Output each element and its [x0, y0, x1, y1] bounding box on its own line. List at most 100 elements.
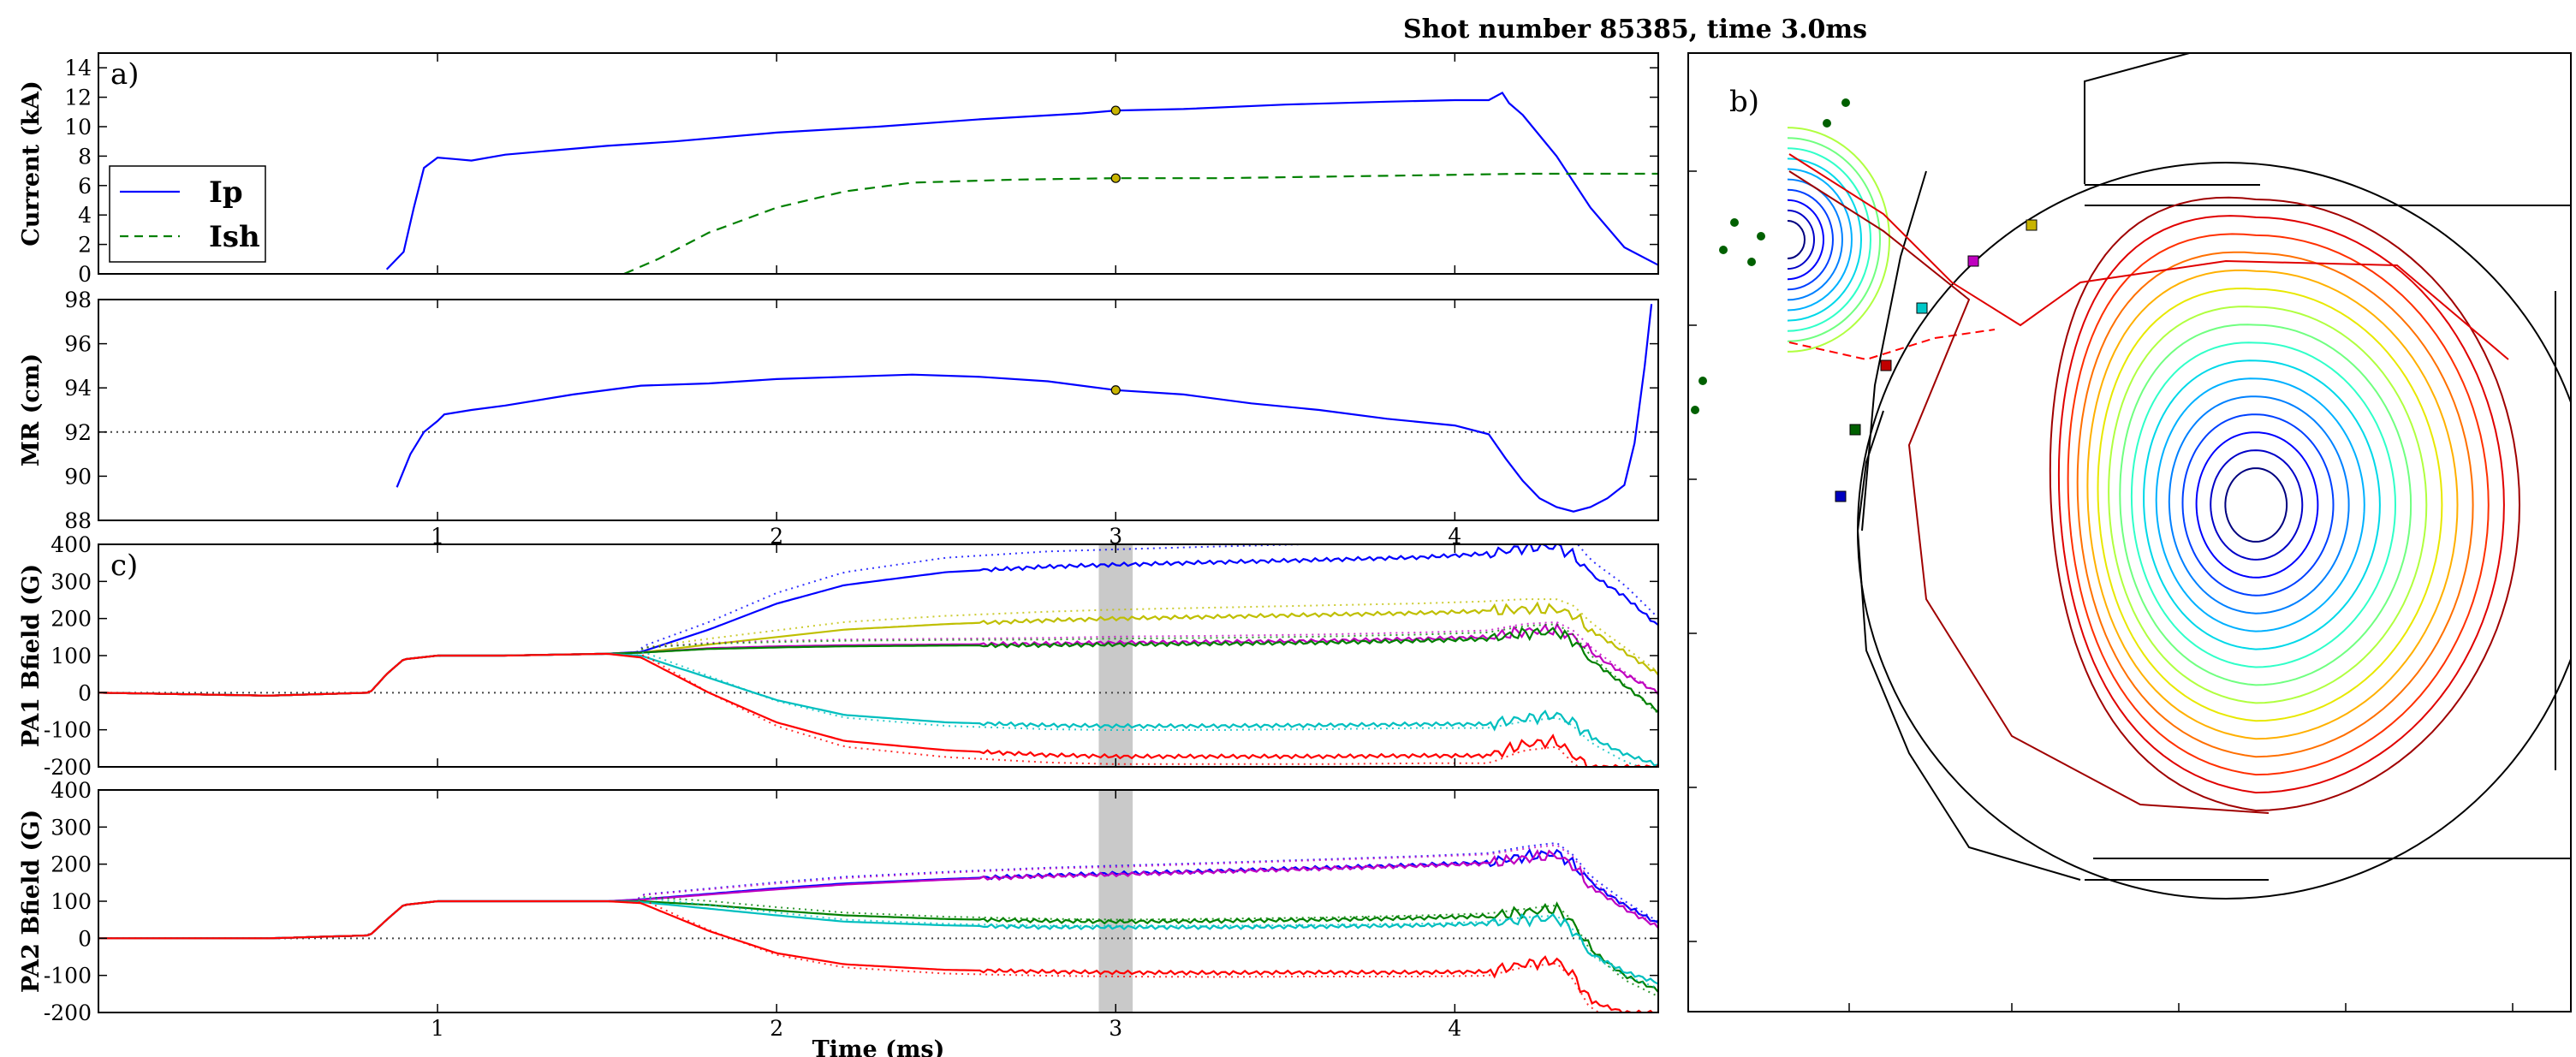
figure-title: Shot number 85385, time 3.0ms	[1403, 15, 1867, 45]
flux-contour	[1787, 127, 1890, 353]
flux-contour	[2119, 324, 2412, 686]
separatrix-dashed	[1788, 329, 1996, 361]
flux-contour	[2049, 196, 2521, 812]
x-tick-label: 2	[770, 1016, 783, 1041]
series-line-Ip	[385, 91, 1658, 270]
y-tick-label: 96	[64, 332, 92, 357]
flux-contour	[2210, 449, 2304, 561]
series-line-0	[98, 544, 1658, 697]
flux-contour	[2143, 359, 2381, 650]
y-tick-label: 200	[51, 852, 92, 877]
series-line-4	[98, 652, 1658, 767]
y-tick-label: 300	[51, 815, 92, 840]
panel-pa2: -200 -100 0 100 200 300 400 1 2 3 4 PA2 Bfield (G) T…	[18, 778, 1659, 1057]
flux-contour	[2155, 377, 2365, 632]
flux-contour	[2168, 395, 2350, 615]
y-tick-label: 92	[64, 420, 92, 445]
flux-contour	[2086, 269, 2459, 740]
time-highlight-band	[1098, 790, 1133, 1012]
model-trace-5	[98, 652, 1580, 767]
probe-marker	[2026, 219, 2038, 231]
probe-marker	[1880, 359, 1892, 371]
x-tick-label: 3	[1109, 524, 1122, 549]
coil-marker	[1823, 119, 1831, 128]
coil-marker	[1747, 258, 1756, 266]
flux-contour	[1787, 157, 1862, 322]
model-trace-4	[98, 899, 1603, 1012]
time-marker-0	[1110, 105, 1121, 116]
separatrix-leg	[1788, 153, 2509, 360]
flux-contour	[2108, 306, 2428, 704]
y-tick-label: 200	[51, 607, 92, 632]
flux-contour	[2067, 233, 2490, 776]
y-tick-label: 0	[78, 680, 92, 705]
panel-current: 0 2 4 6 8 10 12 14 Current (kA) a) Ip Ish	[18, 52, 1659, 287]
flux-contour	[2224, 467, 2288, 543]
flux-contour	[2181, 413, 2335, 597]
x-tick-label: 4	[1448, 524, 1461, 549]
y-tick-label: 400	[51, 778, 92, 803]
series-line-2	[98, 900, 1658, 993]
x-tick-label: 4	[1448, 1016, 1461, 1041]
panel-letter: c)	[110, 549, 138, 583]
coil-marker	[1841, 98, 1850, 107]
y-tick-label: -200	[44, 1001, 92, 1025]
flux-contour	[2195, 431, 2319, 579]
y-tick-label: 88	[64, 508, 92, 533]
flux-contour	[2097, 287, 2443, 722]
probe-marker	[1835, 490, 1847, 502]
model-trace-1	[98, 844, 1658, 940]
y-tick-label: 2	[78, 233, 92, 258]
x-tick-label: 2	[770, 524, 783, 549]
y-tick-label: 100	[51, 644, 92, 668]
y-tick-label: 100	[51, 889, 92, 914]
time-marker-0	[1110, 385, 1121, 395]
flux-contour	[2130, 341, 2397, 668]
flux-contour	[1787, 209, 1815, 270]
coil-marker	[1757, 232, 1765, 240]
flux-contour	[2057, 215, 2505, 794]
coil-marker	[1691, 406, 1699, 414]
model-trace-3	[98, 623, 1658, 715]
panel-letter: b)	[1729, 85, 1759, 119]
flux-contour	[1787, 220, 1806, 259]
series-line-4	[98, 900, 1658, 1012]
y-tick-label: 98	[64, 288, 92, 312]
panel-letter: a)	[110, 57, 140, 92]
flux-surface-panel: b)	[1687, 52, 2572, 1012]
wall-outline	[1861, 170, 1927, 531]
model-trace-0	[98, 544, 1658, 697]
y-axis-label: MR (cm)	[18, 353, 45, 466]
vessel-structure	[2084, 53, 2193, 184]
y-tick-label: -100	[44, 964, 92, 989]
probe-marker	[1849, 424, 1861, 436]
y-tick-label: 0	[78, 262, 92, 287]
flux-contour	[2076, 251, 2474, 758]
flux-plot-area	[1691, 53, 2571, 900]
y-axis-label: PA2 Bfield (G)	[18, 810, 45, 993]
time-highlight-band	[1098, 544, 1133, 767]
y-tick-label: 90	[64, 464, 92, 489]
separatrix-leg	[1788, 170, 2270, 814]
model-trace-2	[98, 621, 1658, 697]
time-marker-1	[1110, 173, 1121, 183]
y-tick-label: 94	[64, 376, 92, 401]
legend-label: Ip	[209, 175, 243, 210]
y-tick-label: 14	[64, 56, 92, 80]
series-line-Ish	[623, 172, 1658, 274]
y-tick-label: 0	[78, 926, 92, 951]
flux-contour	[1787, 147, 1871, 332]
flux-contour	[1787, 168, 1853, 312]
axes-frame	[98, 543, 1659, 768]
series-line-1	[98, 601, 1658, 697]
axes-frame	[98, 299, 1659, 521]
series-line-3	[98, 626, 1658, 714]
panel-major-radius: 88 90 92 94 96 98 1 2 3 4 MR (cm)	[18, 288, 1659, 549]
plot-area	[98, 790, 1658, 1012]
y-tick-label: 300	[51, 569, 92, 594]
model-trace-0	[98, 841, 1658, 940]
series-line-5	[98, 652, 1658, 767]
